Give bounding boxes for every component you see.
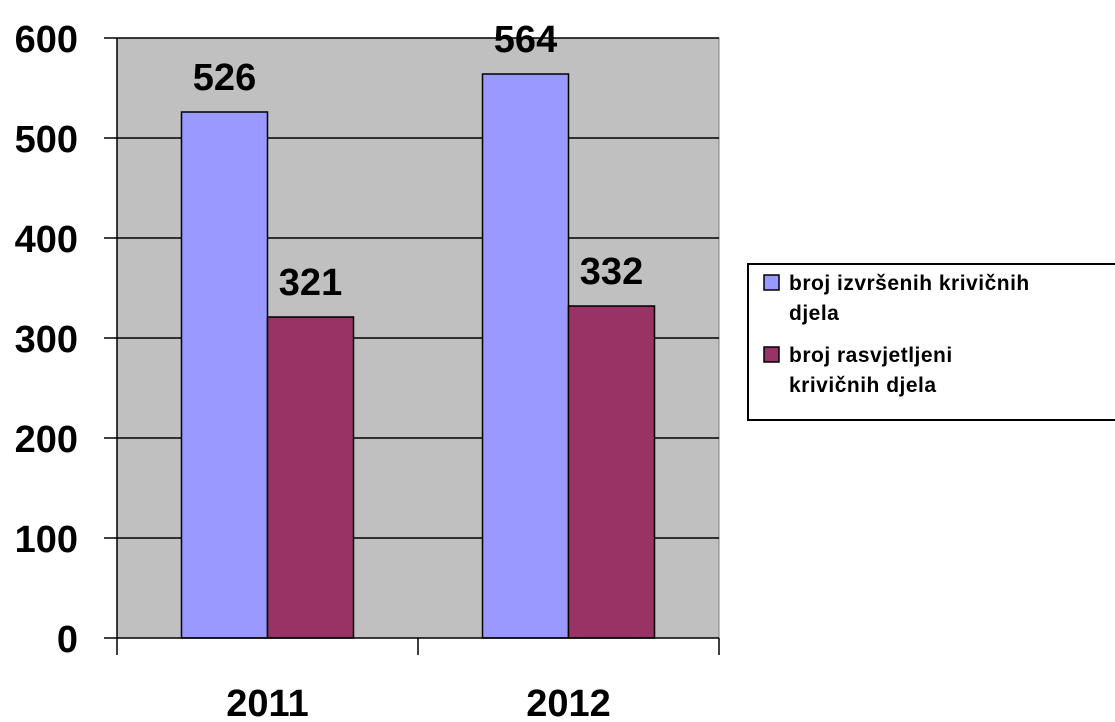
legend-swatch	[763, 346, 780, 363]
data-label: 332	[580, 251, 643, 293]
legend-label: djela	[789, 302, 839, 325]
data-label: 526	[193, 57, 256, 99]
x-tick-label: 2012	[526, 683, 611, 722]
bar	[481, 73, 570, 639]
y-tick-label: 600	[15, 19, 78, 61]
y-axis-tick-labels: 0 100 200 300 400 500 600	[15, 19, 78, 661]
y-tick-label: 500	[15, 119, 78, 161]
legend-box	[747, 263, 1115, 421]
legend-label: broj izvršenih krivičnih	[789, 272, 1030, 295]
bar	[180, 111, 269, 639]
y-tick-label: 200	[15, 419, 78, 461]
data-label: 564	[494, 19, 557, 61]
bars	[180, 73, 656, 639]
y-tick-label: 0	[57, 619, 78, 661]
y-tick-label: 100	[15, 519, 78, 561]
axes	[104, 37, 720, 655]
bar	[567, 305, 656, 639]
data-labels: 526 321 564 332	[193, 19, 643, 304]
x-tick-label: 2011	[226, 683, 308, 722]
legend-label: broj rasvjetljeni	[789, 344, 953, 367]
legend: broj izvršenih krivičnih djela broj rasvje…	[747, 263, 1115, 421]
bar	[266, 316, 355, 639]
legend-label: krivičnih djela	[789, 374, 937, 397]
data-label: 321	[279, 262, 342, 304]
x-axis-tick-labels: 2011 2012	[226, 683, 611, 722]
y-tick-label: 300	[15, 319, 78, 361]
legend-swatch	[763, 274, 780, 291]
y-tick-label: 400	[15, 219, 78, 261]
